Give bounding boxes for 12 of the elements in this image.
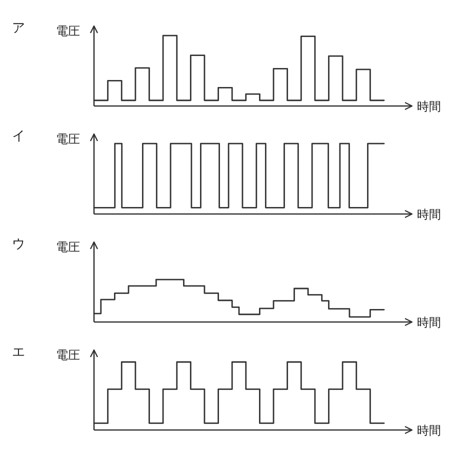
title: ウ xyxy=(12,236,25,251)
xlabel: 時間 xyxy=(417,316,441,330)
ylabel: 電圧 xyxy=(56,24,80,38)
title: イ xyxy=(12,128,25,143)
ylabel: 電圧 xyxy=(56,132,80,146)
xlabel: 時間 xyxy=(417,424,441,438)
xlabel: 時間 xyxy=(417,208,441,222)
title: ア xyxy=(12,20,25,35)
ylabel: 電圧 xyxy=(56,240,80,254)
title: エ xyxy=(12,344,25,359)
xlabel: 時間 xyxy=(417,100,441,114)
ylabel: 電圧 xyxy=(56,348,80,362)
